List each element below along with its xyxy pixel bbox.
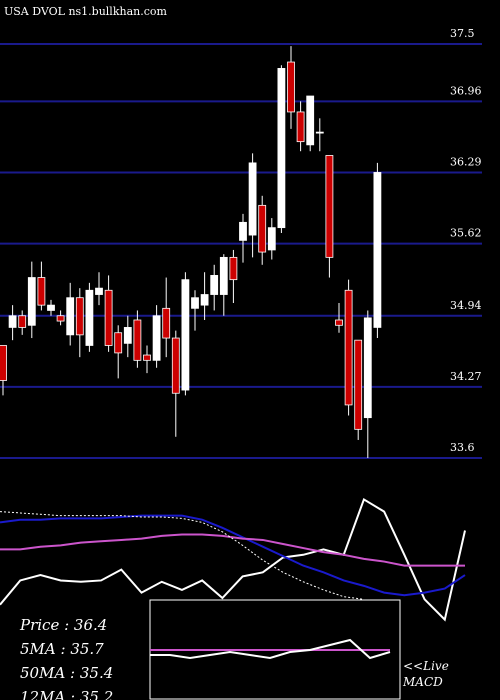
y-tick-label: 33.6 bbox=[450, 441, 475, 454]
series-line bbox=[150, 638, 391, 660]
y-tick-label: 36.96 bbox=[450, 84, 482, 97]
candle-body bbox=[210, 275, 219, 295]
candle-body bbox=[95, 287, 103, 295]
candle-body bbox=[143, 354, 151, 361]
legend-label: MACD bbox=[402, 675, 443, 689]
candle-body bbox=[152, 315, 161, 361]
candle-body bbox=[162, 307, 171, 339]
candle-body bbox=[296, 111, 305, 143]
candle-body bbox=[363, 317, 372, 419]
candle-body bbox=[37, 277, 46, 306]
candle-body bbox=[239, 221, 247, 241]
candle-body bbox=[85, 289, 94, 346]
series-line bbox=[0, 514, 466, 597]
candle-body bbox=[248, 162, 257, 236]
candle-body bbox=[18, 315, 27, 328]
candle-body bbox=[66, 297, 75, 336]
candle-body bbox=[181, 279, 190, 391]
candle-body bbox=[258, 204, 267, 253]
candle-body bbox=[335, 319, 343, 326]
candle-body bbox=[287, 61, 295, 113]
candle-body bbox=[56, 315, 65, 322]
candle-body bbox=[277, 68, 286, 229]
candle-body bbox=[373, 172, 382, 328]
candle-body bbox=[123, 327, 132, 344]
candle-body bbox=[75, 297, 84, 336]
y-tick-label: 34.94 bbox=[450, 299, 482, 312]
candle-body bbox=[229, 256, 238, 281]
y-tick-label: 37.5 bbox=[450, 27, 475, 40]
candle-body bbox=[200, 294, 209, 306]
series-line bbox=[0, 511, 364, 600]
y-tick-label: 35.62 bbox=[450, 227, 482, 240]
chart-title: USA DVOL ns1.bullkhan.com bbox=[4, 5, 168, 18]
y-tick-label: 34.27 bbox=[450, 370, 482, 383]
candle-body bbox=[114, 332, 123, 354]
candle-body bbox=[27, 277, 36, 326]
candle-body bbox=[306, 95, 315, 146]
y-tick-label: 36.29 bbox=[450, 155, 482, 168]
candle-body bbox=[133, 319, 142, 361]
candle-body bbox=[315, 131, 324, 134]
candle-body bbox=[325, 155, 334, 258]
candle-body bbox=[191, 297, 199, 309]
candle-body bbox=[171, 337, 180, 394]
candle-body bbox=[47, 304, 55, 311]
candle-body bbox=[344, 289, 353, 406]
candle-body bbox=[104, 289, 113, 346]
legend-label: Price : 36.4 bbox=[19, 616, 107, 634]
candle-body bbox=[267, 227, 276, 251]
candle-body bbox=[219, 256, 228, 295]
series-line bbox=[0, 497, 466, 622]
legend-label: 50MA : 35.4 bbox=[20, 664, 113, 682]
legend-label: <<Live bbox=[403, 659, 449, 673]
candle-body bbox=[354, 339, 363, 430]
legend-label: 5MA : 35.7 bbox=[20, 640, 104, 658]
legend-label: 12MA : 35.2 bbox=[20, 688, 113, 700]
series-line bbox=[0, 533, 465, 567]
candle-body bbox=[0, 345, 7, 381]
candle-body bbox=[8, 315, 17, 328]
